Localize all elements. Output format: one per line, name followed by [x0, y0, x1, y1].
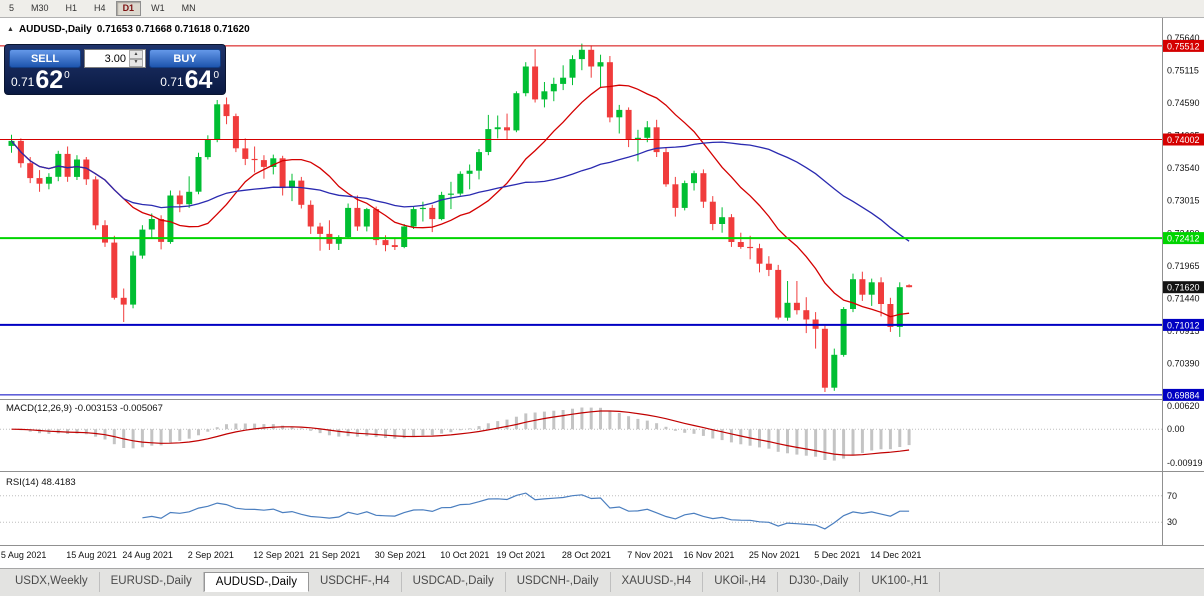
period-h4-button[interactable]: H4 [87, 1, 113, 16]
sell-price: 0.71 62 0 [11, 66, 70, 94]
svg-text:70: 70 [1167, 491, 1177, 501]
svg-text:7 Nov 2021: 7 Nov 2021 [627, 550, 673, 560]
period-m30-button[interactable]: M30 [24, 1, 56, 16]
svg-text:10 Oct 2021: 10 Oct 2021 [440, 550, 489, 560]
svg-text:0.74590: 0.74590 [1167, 98, 1200, 108]
rsi-indicator [0, 492, 1162, 530]
macd-label: MACD(12,26,9) -0.003153 -0.005067 [6, 403, 163, 414]
period-m5-button[interactable]: 5 [2, 1, 21, 16]
volume-down-button[interactable]: ▼ [129, 58, 143, 67]
svg-text:28 Oct 2021: 28 Oct 2021 [562, 550, 611, 560]
tab-uk100-h1[interactable]: UK100-,H1 [860, 572, 941, 592]
buy-price-sup: 0 [213, 70, 219, 81]
rsi-line [142, 492, 910, 530]
chart-area[interactable]: 0.756400.751150.745900.740650.735400.730… [0, 18, 1204, 568]
one-click-collapse-icon[interactable]: ▲ [7, 26, 14, 33]
svg-text:24 Aug 2021: 24 Aug 2021 [122, 550, 173, 560]
svg-text:0.75512: 0.75512 [1167, 41, 1200, 51]
tab-dj30-daily[interactable]: DJ30-,Daily [778, 572, 861, 592]
svg-text:2 Sep 2021: 2 Sep 2021 [188, 550, 234, 560]
svg-text:0.71965: 0.71965 [1167, 261, 1200, 271]
tab-audusd-daily[interactable]: AUDUSD-,Daily [203, 572, 309, 592]
sell-price-big: 62 [35, 66, 64, 94]
sell-button[interactable]: SELL [9, 49, 81, 68]
period-d1-button[interactable]: D1 [115, 1, 142, 16]
chart-title: ▲ AUDUSD-,Daily 0.71653 0.71668 0.71618 … [7, 24, 250, 35]
rsi-label: RSI(14) 48.4183 [6, 477, 76, 488]
price-badge: 0.75512 [1163, 39, 1204, 52]
tab-usdx-weekly[interactable]: USDX,Weekly [4, 572, 100, 592]
horizontal-level-lines [0, 45, 1162, 396]
price-badge: 0.71012 [1163, 318, 1204, 331]
sell-price-prefix: 0.71 [11, 75, 35, 89]
svg-text:0.70390: 0.70390 [1167, 359, 1200, 369]
tab-usdcnh-daily[interactable]: USDCNH-,Daily [506, 572, 611, 592]
svg-text:0.73540: 0.73540 [1167, 163, 1200, 173]
period-h1-button[interactable]: H1 [59, 1, 85, 16]
tab-ukoil-h4[interactable]: UKOil-,H4 [703, 572, 778, 592]
svg-text:5 Dec 2021: 5 Dec 2021 [814, 550, 860, 560]
svg-text:-0.00919: -0.00919 [1167, 458, 1203, 468]
tab-usdchf-h4[interactable]: USDCHF-,H4 [309, 572, 402, 592]
candles [8, 43, 913, 392]
tab-eurusd-daily[interactable]: EURUSD-,Daily [100, 572, 204, 592]
buy-price-prefix: 0.71 [160, 75, 184, 89]
price-badge: 0.72412 [1163, 232, 1204, 245]
one-click-trade-panel: SELL ▲ ▼ BUY 0.71 62 0 0.71 64 0 [4, 44, 226, 95]
chart-symbol-label: AUDUSD-,Daily [18, 24, 92, 35]
svg-text:0.00: 0.00 [1167, 424, 1185, 434]
svg-text:5 Aug 2021: 5 Aug 2021 [1, 550, 47, 560]
price-axis-ticks: 0.756400.751150.745900.740650.735400.730… [1167, 33, 1203, 527]
chart-ohlc-values: 0.71653 0.71668 0.71618 0.71620 [96, 24, 250, 35]
svg-text:0.70915: 0.70915 [1167, 326, 1200, 336]
macd-indicator [0, 407, 1162, 461]
svg-text:0.73015: 0.73015 [1167, 196, 1200, 206]
svg-text:0.71012: 0.71012 [1167, 320, 1200, 330]
svg-text:14 Dec 2021: 14 Dec 2021 [870, 550, 921, 560]
svg-text:0.69884: 0.69884 [1167, 390, 1200, 400]
buy-price: 0.71 64 0 [160, 66, 219, 94]
svg-text:0.71620: 0.71620 [1167, 283, 1200, 293]
date-axis: 5 Aug 2021 15 Aug 2021 24 Aug 2021 2 Sep 20… [1, 550, 922, 560]
tab-usdcad-daily[interactable]: USDCAD-,Daily [402, 572, 506, 592]
volume-box: ▲ ▼ [84, 49, 146, 68]
svg-text:12 Sep 2021: 12 Sep 2021 [253, 550, 304, 560]
svg-text:0.71440: 0.71440 [1167, 293, 1200, 303]
buy-button[interactable]: BUY [149, 49, 221, 68]
tab-xauusd-h4[interactable]: XAUUSD-,H4 [611, 572, 704, 592]
ma-line-34 [11, 140, 910, 242]
bottom-tabbar: USDX,Weekly EURUSD-,Daily AUDUSD-,Daily … [0, 568, 1204, 596]
svg-text:0.72412: 0.72412 [1167, 234, 1200, 244]
svg-text:21 Sep 2021: 21 Sep 2021 [309, 550, 360, 560]
price-badge: 0.69884 [1163, 388, 1204, 401]
buy-price-big: 64 [184, 66, 213, 94]
price-chart-canvas[interactable]: 0.756400.751150.745900.740650.735400.730… [0, 18, 1204, 568]
svg-text:19 Oct 2021: 19 Oct 2021 [496, 550, 545, 560]
svg-text:15 Aug 2021: 15 Aug 2021 [66, 550, 117, 560]
price-badge: 0.74002 [1163, 133, 1204, 146]
period-w1-button[interactable]: W1 [144, 1, 172, 16]
svg-text:30 Sep 2021: 30 Sep 2021 [375, 550, 426, 560]
svg-text:30: 30 [1167, 517, 1177, 527]
timeframe-toolbar: 5 M30 H1 H4 D1 W1 MN [0, 0, 1204, 18]
period-mn-button[interactable]: MN [175, 1, 203, 16]
svg-text:16 Nov 2021: 16 Nov 2021 [683, 550, 734, 560]
volume-up-button[interactable]: ▲ [129, 50, 143, 59]
sell-price-sup: 0 [64, 70, 70, 81]
ma-line-13 [11, 84, 910, 318]
pane-separators [0, 18, 1204, 546]
macd-signal-line [11, 410, 910, 456]
svg-text:0.74002: 0.74002 [1167, 135, 1200, 145]
price-badge: 0.71620 [1163, 281, 1204, 294]
svg-text:25 Nov 2021: 25 Nov 2021 [749, 550, 800, 560]
svg-text:0.00620: 0.00620 [1167, 401, 1200, 411]
svg-text:0.75115: 0.75115 [1167, 66, 1199, 76]
svg-text:0.75640: 0.75640 [1167, 33, 1200, 43]
volume-input[interactable] [85, 50, 129, 67]
